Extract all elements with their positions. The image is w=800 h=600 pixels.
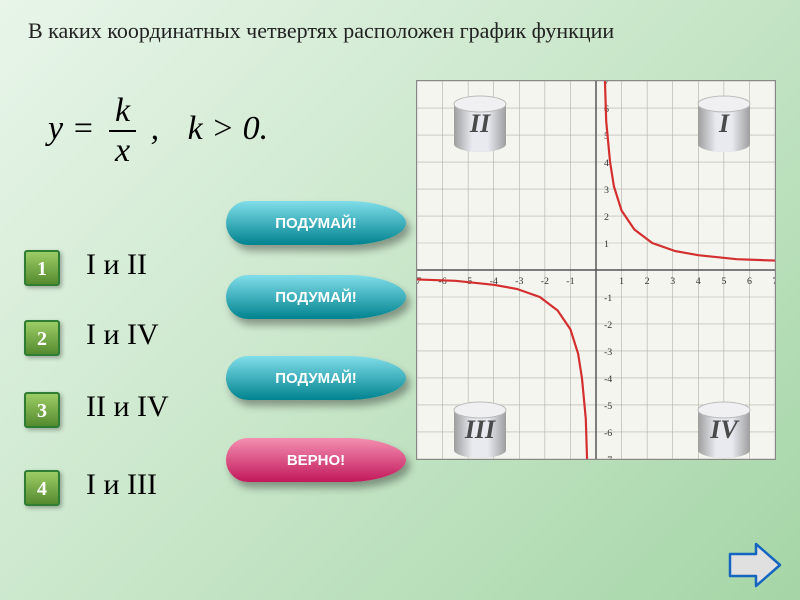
svg-text:6: 6 [747, 276, 752, 287]
svg-text:-2: -2 [604, 320, 612, 331]
quadrant-label-II: II [450, 94, 510, 154]
answer-button-1[interactable]: 1 [24, 250, 60, 286]
svg-text:2: 2 [604, 212, 609, 223]
formula-fraction: k x [109, 92, 136, 170]
svg-text:2: 2 [645, 276, 650, 287]
svg-text:7: 7 [773, 276, 775, 287]
svg-text:1: 1 [604, 239, 609, 250]
answer-button-4[interactable]: 4 [24, 470, 60, 506]
answer-text-1: I и II [86, 248, 147, 282]
formula-denominator: x [109, 132, 136, 170]
feedback-3: ПОДУМАЙ! [226, 356, 406, 400]
svg-text:5: 5 [721, 276, 726, 287]
svg-text:-3: -3 [515, 276, 523, 287]
feedback-1: ПОДУМАЙ! [226, 201, 406, 245]
svg-text:-5: -5 [604, 401, 612, 412]
svg-text:-7: -7 [417, 276, 421, 287]
feedback-4: ВЕРНО! [226, 438, 406, 482]
svg-text:-6: -6 [604, 428, 612, 439]
quadrant-label-I: I [694, 94, 754, 154]
svg-text:3: 3 [604, 185, 609, 196]
svg-text:-4: -4 [604, 374, 612, 385]
question-text: В каких координатных четвертях расположе… [28, 18, 614, 44]
formula-numerator: k [109, 92, 136, 132]
answer-button-2[interactable]: 2 [24, 320, 60, 356]
svg-text:4: 4 [604, 158, 609, 169]
answer-text-3: II и IV [86, 390, 169, 424]
svg-text:4: 4 [696, 276, 701, 287]
next-arrow-button[interactable] [726, 542, 782, 588]
svg-text:-3: -3 [604, 347, 612, 358]
formula-lhs: y [48, 110, 63, 147]
svg-text:3: 3 [670, 276, 675, 287]
svg-text:-7: -7 [604, 455, 612, 459]
quadrant-label-IV: IV [694, 400, 754, 460]
formula: y = k x , k > 0. [48, 92, 268, 170]
feedback-2: ПОДУМАЙ! [226, 275, 406, 319]
answer-text-4: I и III [86, 468, 157, 502]
svg-text:-1: -1 [604, 293, 612, 304]
svg-text:-1: -1 [566, 276, 574, 287]
svg-text:-2: -2 [541, 276, 549, 287]
svg-text:1: 1 [619, 276, 624, 287]
quadrant-label-III: III [450, 400, 510, 460]
answer-text-2: I и IV [86, 318, 159, 352]
formula-condition: k > 0. [188, 110, 269, 147]
answer-button-3[interactable]: 3 [24, 392, 60, 428]
